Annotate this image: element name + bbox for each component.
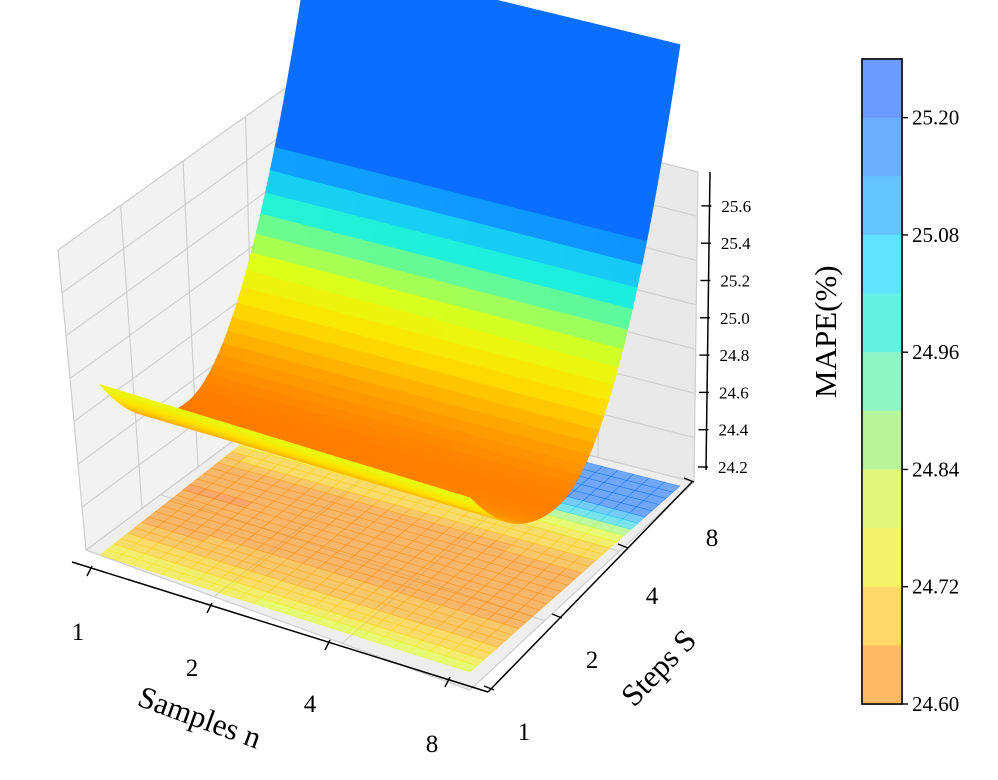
grid-line: [469, 481, 695, 691]
surface-facet: [457, 493, 476, 504]
grid-line: [61, 116, 309, 294]
y-tick-label: 4: [646, 583, 659, 610]
colorbar-ticks: 24.60 24.72 24.84 24.96 25.08 25.20: [902, 106, 960, 716]
x-tick-mark: [86, 565, 93, 577]
colorbar-tick-label: 24.84: [912, 457, 960, 481]
colorbar-band: [862, 586, 902, 646]
colorbar-band: [862, 410, 902, 470]
colorbar-tick-label: 24.72: [912, 575, 959, 599]
colorbar-band: [862, 234, 902, 294]
y-tick-label: 8: [706, 525, 719, 552]
y-axis-line: [487, 481, 693, 693]
colorbar-bands: [861, 58, 903, 705]
surface: [98, 0, 681, 524]
z-tick-label: 25.4: [721, 234, 751, 253]
colorbar-band: [862, 352, 902, 411]
colorbar: 24.60 24.72 24.84 24.96 25.08 25.20: [861, 58, 960, 716]
y-tick-label: 1: [518, 719, 531, 746]
colorbar-band: [862, 645, 902, 704]
z-axis-label: MAPE(%): [808, 265, 843, 398]
x-axis-label: Samples n: [134, 679, 267, 756]
colorbar-frame: [861, 58, 903, 705]
x-tick-label: 1: [72, 619, 85, 646]
y-tick-mark: [483, 685, 495, 691]
x-tick-mark: [324, 639, 331, 651]
z-tick-label: 25.6: [721, 197, 751, 216]
x-tick-mark: [444, 676, 451, 688]
y-tick-label: 2: [586, 647, 599, 674]
colorbar-band: [862, 176, 902, 235]
x-axis-line: [71, 561, 489, 693]
y-axis-label: Steps S: [614, 622, 703, 713]
z-tick-label: 24.6: [719, 383, 749, 402]
x-tick-label: 2: [186, 655, 199, 682]
colorbar-tick-label: 24.60: [912, 692, 959, 716]
y-tick-mark: [617, 543, 629, 549]
z-tick-label: 24.8: [719, 346, 749, 365]
z-tick-label: 25.0: [720, 309, 750, 328]
z-tick-label: 24.4: [718, 421, 748, 440]
grid-line: [57, 249, 87, 551]
colorbar-tick-label: 24.96: [912, 340, 959, 364]
x-tick-label: 4: [304, 691, 317, 718]
colorbar-band: [862, 528, 902, 587]
axes-lines: [71, 171, 711, 693]
y-tick-mark: [551, 613, 563, 619]
contour-cell: [656, 481, 681, 493]
z-tick-label: 24.2: [718, 458, 748, 477]
grid-line: [693, 171, 699, 483]
colorbar-band: [862, 469, 902, 529]
z-axis-line: [705, 171, 711, 471]
z-tick-label: 25.2: [720, 272, 750, 291]
grid-line: [57, 71, 309, 251]
colorbar-band: [862, 117, 902, 177]
colorbar-band: [862, 59, 902, 118]
colorbar-band: [862, 293, 902, 353]
grid-line: [119, 205, 143, 509]
x-tick-label: 8: [426, 731, 439, 758]
y-tick-mark: [683, 477, 695, 483]
colorbar-tick-label: 25.20: [912, 106, 959, 130]
colorbar-tick-label: 25.08: [912, 223, 959, 247]
x-tick-mark: [206, 602, 213, 614]
